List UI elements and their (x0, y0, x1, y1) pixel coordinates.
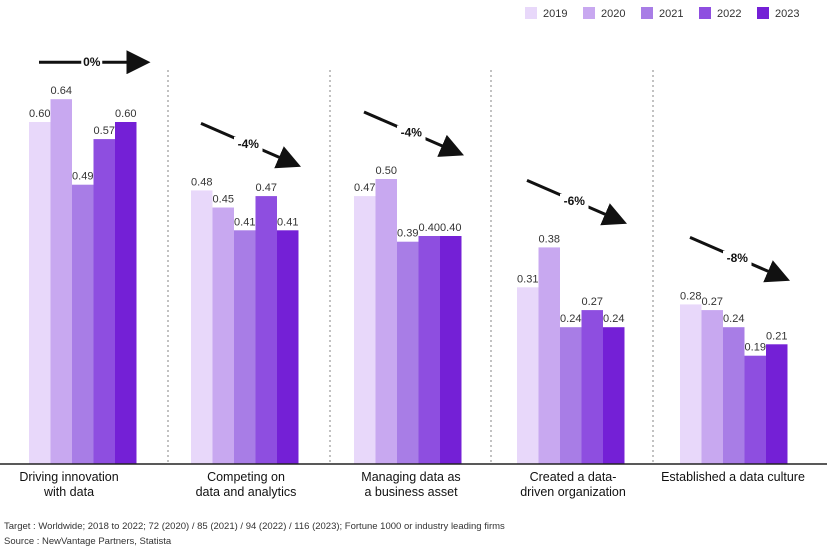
legend: 2019 2020 2021 2022 2023 (525, 7, 799, 20)
footnote-source: Source : NewVantage Partners, Statista (4, 536, 172, 547)
trend-label-3: -4% (401, 126, 423, 140)
group-separators (167, 70, 654, 463)
value-label-4-2022: 0.27 (582, 296, 603, 308)
legend-swatch-2019 (525, 7, 537, 19)
category-label-1: Driving innovation with data (19, 470, 118, 499)
bar-2-2022 (255, 196, 277, 464)
bar-1-2023 (115, 122, 137, 464)
bar-4-2022 (581, 310, 603, 464)
bar-2-2019 (191, 190, 213, 464)
trend-label-bg-5 (723, 250, 752, 266)
bar-5-2020 (701, 310, 723, 464)
bar-5-2022 (744, 355, 766, 464)
value-labels: 0.600.640.490.570.600.480.450.410.470.41… (29, 85, 787, 354)
bar-3-2019 (354, 196, 376, 464)
bar-4-2023 (603, 327, 625, 464)
value-label-5-2021: 0.24 (723, 313, 744, 325)
bar-2-2020 (212, 207, 234, 464)
value-label-3-2023: 0.40 (440, 222, 461, 234)
trend-label-4: -6% (564, 194, 586, 208)
trend-label-bg-3 (397, 125, 426, 141)
footnote-target: Target : Worldwide; 2018 to 2022; 72 (20… (4, 521, 505, 532)
value-label-4-2019: 0.31 (517, 273, 538, 285)
legend-label-2019: 2019 (543, 8, 567, 20)
value-label-2-2020: 0.45 (213, 194, 234, 206)
value-label-3-2022: 0.40 (419, 222, 440, 234)
value-label-1-2021: 0.49 (72, 171, 93, 183)
category-label-3: Managing data as a business asset (361, 470, 460, 499)
value-label-2-2023: 0.41 (277, 216, 298, 228)
bar-chart: 2019 2020 2021 2022 2023 0.600.640.490.570.6… (0, 7, 827, 499)
value-label-5-2023: 0.21 (766, 330, 787, 342)
category-label-5: Established a data culture (661, 470, 805, 484)
value-label-1-2023: 0.60 (115, 108, 136, 120)
bar-5-2021 (723, 327, 745, 464)
bar-3-2021 (397, 241, 419, 464)
value-label-3-2021: 0.39 (397, 228, 418, 240)
legend-label-2020: 2020 (601, 8, 625, 20)
bar-2-2021 (234, 230, 256, 464)
bar-3-2023 (440, 236, 462, 464)
value-label-1-2019: 0.60 (29, 108, 50, 120)
value-label-3-2019: 0.47 (354, 182, 375, 194)
legend-label-2023: 2023 (775, 8, 799, 20)
category-label-4: Created a data-driven organization (520, 470, 626, 499)
value-label-4-2023: 0.24 (603, 313, 624, 325)
bar-3-2020 (375, 179, 397, 464)
legend-swatch-2020 (583, 7, 595, 19)
bar-4-2021 (560, 327, 582, 464)
value-label-5-2020: 0.27 (702, 296, 723, 308)
bar-1-2019 (29, 122, 51, 464)
trend-label-bg-2 (234, 136, 263, 152)
bar-3-2022 (418, 236, 440, 464)
value-label-5-2022: 0.19 (745, 342, 766, 354)
legend-label-2022: 2022 (717, 8, 741, 20)
value-label-3-2020: 0.50 (376, 165, 397, 177)
value-label-4-2021: 0.24 (560, 313, 581, 325)
trend-annotations: 0% -4% -4% -6% -8% (39, 50, 791, 283)
bar-4-2019 (517, 287, 539, 464)
value-label-2-2019: 0.48 (191, 176, 212, 188)
trend-label-bg-4 (560, 193, 589, 209)
bar-1-2021 (72, 184, 94, 464)
bar-5-2023 (766, 344, 788, 464)
trend-label-2: -4% (238, 137, 260, 151)
value-label-2-2022: 0.47 (256, 182, 277, 194)
value-label-1-2022: 0.57 (94, 125, 115, 137)
value-label-5-2019: 0.28 (680, 290, 701, 302)
legend-label-2021: 2021 (659, 8, 683, 20)
category-label-2: Competing on data and analytics (196, 470, 297, 499)
value-label-1-2020: 0.64 (51, 85, 72, 97)
trend-label-bg-1 (81, 55, 103, 71)
legend-swatch-2021 (641, 7, 653, 19)
bar-1-2020 (50, 99, 72, 464)
trend-label-1: 0% (83, 55, 101, 69)
bar-5-2019 (680, 304, 702, 464)
legend-swatch-2023 (757, 7, 769, 19)
value-label-2-2021: 0.41 (234, 216, 255, 228)
bar-1-2022 (93, 139, 115, 464)
trend-label-5: -8% (727, 251, 749, 265)
legend-swatch-2022 (699, 7, 711, 19)
bar-2-2023 (277, 230, 299, 464)
category-labels: Driving innovation with data Competing on d… (19, 470, 805, 499)
value-label-4-2020: 0.38 (539, 233, 560, 245)
bar-4-2020 (538, 247, 560, 464)
bars (29, 99, 788, 464)
